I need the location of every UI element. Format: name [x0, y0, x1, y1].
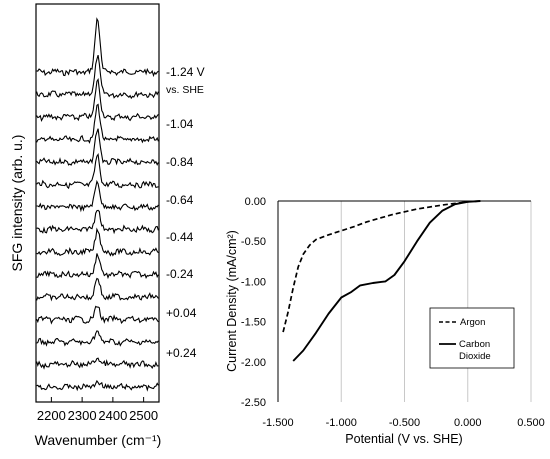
sfg-y-axis-label: SFG intensity (arb. u.)	[9, 135, 25, 272]
cv-y-tick-label: -1.50	[241, 317, 266, 329]
cv-legend-box	[429, 307, 515, 369]
sfg-x-tick-label: 2400	[98, 408, 127, 423]
cv-legend: Argon Carbon Dioxide	[429, 307, 515, 369]
cv-x-tick-label: -0.500	[389, 417, 420, 429]
potential-label: -0.24	[166, 267, 194, 281]
sfg-trace	[36, 357, 159, 370]
sfg-trace	[36, 330, 159, 347]
sfg-trace	[36, 77, 159, 122]
sfg-trace	[36, 128, 159, 166]
potential-label: -1.24 V	[166, 65, 205, 79]
cv-y-tick-label: -0.50	[241, 236, 266, 248]
cv-x-tick-label: -1.000	[326, 417, 357, 429]
argon-line	[282, 200, 481, 333]
sfg-x-tick-label: 2200	[37, 408, 66, 423]
cv-x-tick-label: 0.500	[517, 417, 545, 429]
sfg-trace	[36, 179, 159, 213]
sfg-x-tick-label: 2300	[68, 408, 97, 423]
cv-y-ticks: 0.00 -0.50 -1.00 -1.50 -2.00 -2.50	[241, 196, 266, 409]
potential-label: vs. SHE	[166, 84, 204, 96]
sfg-trace	[36, 227, 159, 257]
sfg-trace	[36, 209, 159, 235]
carbon-dioxide-line	[292, 200, 481, 362]
potential-label: -0.84	[166, 155, 194, 169]
cv-x-axis-label: Potential (V vs. SHE)	[345, 432, 462, 446]
sfg-trace	[36, 253, 159, 280]
sfg-trace	[36, 54, 159, 100]
sfg-x-axis-label: Wavenumber (cm⁻¹)	[35, 432, 162, 448]
sfg-trace	[36, 305, 159, 325]
potential-label: -0.44	[166, 230, 194, 244]
sfg-plot-frame	[35, 3, 160, 403]
legend-label-argon: Argon	[460, 317, 485, 328]
cv-series	[282, 200, 481, 362]
sfg-x-ticks: 2200 2300 2400 2500	[37, 397, 158, 423]
sfg-spectra-panel: -1.24 V vs. SHE -1.04 -0.84 -0.64 -0.44 -0.24 +…	[9, 3, 205, 448]
cv-y-tick-label: -2.50	[241, 397, 266, 409]
current-density-panel: 0.00 -0.50 -1.00 -1.50 -2.00 -2.50 -1.500 -1.0…	[225, 196, 545, 446]
sfg-trace	[36, 153, 159, 190]
sfg-x-tick-label: 2500	[129, 408, 158, 423]
sfg-traces	[36, 17, 159, 392]
sfg-trace	[36, 17, 159, 78]
potential-label: -1.04	[166, 117, 194, 131]
sfg-trace	[36, 277, 159, 302]
sfg-potential-labels: -1.24 V vs. SHE -1.04 -0.84 -0.64 -0.44 -0.24 +…	[166, 65, 205, 360]
potential-label: +0.04	[166, 306, 197, 320]
sfg-trace	[36, 379, 159, 392]
cv-x-tick-label: 0.000	[454, 417, 482, 429]
potential-label: +0.24	[166, 346, 197, 360]
cv-y-tick-label: 0.00	[245, 196, 266, 208]
legend-label-carbon-dioxide: Carbon Dioxide	[459, 339, 493, 362]
cv-y-axis-label: Current Density (mA/cm²)	[225, 230, 239, 372]
cv-x-tick-label: -1.500	[262, 417, 293, 429]
cv-y-tick-label: -1.00	[241, 276, 266, 288]
potential-label: -0.64	[166, 193, 194, 207]
cv-grid	[340, 201, 532, 402]
sfg-trace	[36, 103, 159, 144]
cv-x-ticks: -1.500 -1.000 -0.500 0.000 0.500	[262, 417, 544, 429]
cv-y-tick-label: -2.00	[241, 357, 266, 369]
